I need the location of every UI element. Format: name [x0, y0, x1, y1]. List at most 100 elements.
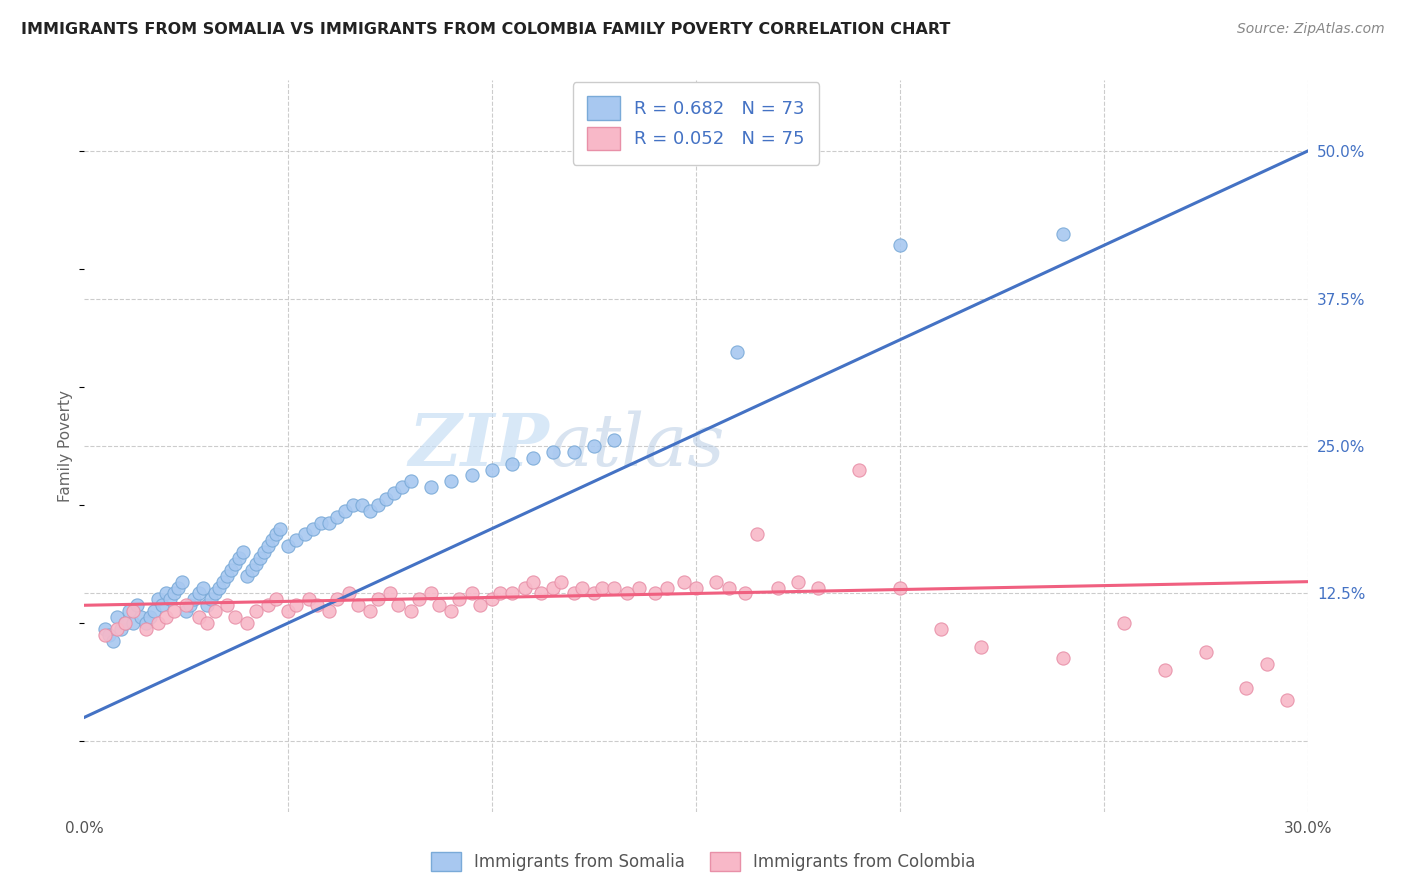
Point — [277, 539, 299, 553]
Point — [135, 622, 157, 636]
Point — [380, 586, 402, 600]
Point — [318, 516, 340, 530]
Point — [167, 581, 190, 595]
Point — [155, 586, 177, 600]
Point — [522, 450, 544, 465]
Point — [562, 445, 585, 459]
Point — [747, 527, 769, 541]
Point — [350, 498, 373, 512]
Point — [461, 586, 484, 600]
Point — [122, 604, 145, 618]
Point — [571, 581, 593, 595]
Point — [583, 586, 606, 600]
Point — [717, 581, 740, 595]
Point — [191, 581, 214, 595]
Point — [93, 628, 117, 642]
Point — [889, 581, 911, 595]
Point — [97, 628, 120, 642]
Point — [489, 586, 512, 600]
Point — [224, 610, 246, 624]
Point — [1154, 663, 1177, 677]
Point — [550, 574, 572, 589]
Point — [212, 574, 235, 589]
Point — [1052, 651, 1074, 665]
Point — [335, 504, 357, 518]
Point — [616, 586, 638, 600]
Point — [603, 433, 626, 447]
Point — [217, 568, 239, 582]
Point — [461, 468, 484, 483]
Point — [309, 516, 332, 530]
Point — [187, 610, 209, 624]
Point — [122, 615, 145, 630]
Point — [195, 599, 218, 613]
Point — [807, 581, 830, 595]
Text: IMMIGRANTS FROM SOMALIA VS IMMIGRANTS FROM COLOMBIA FAMILY POVERTY CORRELATION C: IMMIGRANTS FROM SOMALIA VS IMMIGRANTS FR… — [21, 22, 950, 37]
Point — [163, 586, 186, 600]
Point — [440, 475, 463, 489]
Point — [481, 592, 503, 607]
Point — [277, 604, 299, 618]
Point — [249, 551, 271, 566]
Point — [339, 586, 361, 600]
Point — [346, 599, 368, 613]
Point — [179, 599, 201, 613]
Point — [93, 622, 117, 636]
Point — [706, 574, 728, 589]
Point — [543, 445, 565, 459]
Point — [105, 622, 128, 636]
Point — [114, 615, 136, 630]
Point — [522, 574, 544, 589]
Point — [228, 551, 250, 566]
Point — [264, 527, 287, 541]
Point — [359, 604, 381, 618]
Point — [513, 581, 536, 595]
Point — [672, 574, 695, 589]
Point — [208, 581, 231, 595]
Point — [502, 586, 524, 600]
Y-axis label: Family Poverty: Family Poverty — [58, 390, 73, 502]
Point — [766, 581, 789, 595]
Point — [725, 344, 748, 359]
Point — [848, 462, 870, 476]
Point — [240, 563, 263, 577]
Point — [562, 586, 585, 600]
Point — [245, 604, 267, 618]
Point — [591, 581, 613, 595]
Point — [408, 592, 430, 607]
Point — [245, 557, 267, 571]
Point — [298, 592, 321, 607]
Point — [440, 604, 463, 618]
Point — [318, 604, 340, 618]
Point — [264, 592, 287, 607]
Point — [217, 599, 239, 613]
Point — [200, 592, 222, 607]
Point — [163, 604, 186, 618]
Point — [929, 622, 952, 636]
Point — [391, 480, 413, 494]
Point — [236, 568, 259, 582]
Point — [359, 504, 381, 518]
Point — [204, 604, 226, 618]
Point — [603, 581, 626, 595]
Point — [294, 527, 316, 541]
Point — [530, 586, 553, 600]
Point — [367, 498, 389, 512]
Point — [685, 581, 707, 595]
Point — [195, 615, 218, 630]
Point — [150, 599, 173, 613]
Point — [399, 475, 422, 489]
Point — [1256, 657, 1278, 672]
Point — [657, 581, 679, 595]
Point — [146, 615, 169, 630]
Point — [172, 574, 194, 589]
Point — [342, 498, 364, 512]
Point — [219, 563, 242, 577]
Point — [224, 557, 246, 571]
Point — [176, 604, 198, 618]
Text: ZIP: ZIP — [408, 410, 550, 482]
Point — [1052, 227, 1074, 241]
Point — [543, 581, 565, 595]
Point — [1114, 615, 1136, 630]
Point — [146, 592, 169, 607]
